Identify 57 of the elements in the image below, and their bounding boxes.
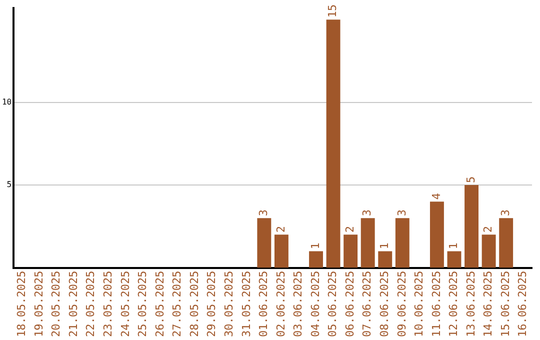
x-tick-label: 14.06.2025 (482, 270, 495, 338)
data-label: 2 (274, 226, 288, 233)
bar (430, 202, 444, 268)
x-tick-label: 21.05.2025 (66, 270, 80, 338)
x-tick-label: 02.06.2025 (274, 270, 288, 338)
x-tick-label: 22.05.2025 (84, 270, 98, 338)
x-tick-label: 05.06.2025 (326, 270, 340, 338)
data-label: 2 (343, 226, 356, 233)
x-tick-label: 09.06.2025 (395, 270, 408, 338)
x-tick-label: 04.06.2025 (308, 270, 322, 338)
bar (482, 234, 496, 268)
bar (499, 218, 514, 268)
x-tick-label: 08.06.2025 (378, 270, 391, 338)
bar (344, 234, 358, 268)
bar (395, 218, 410, 268)
x-tick-label: 03.06.2025 (292, 270, 305, 338)
x-tick-label: 27.05.2025 (170, 270, 184, 338)
data-label: 3 (395, 210, 408, 216)
x-tick-label: 20.05.2025 (50, 270, 63, 338)
data-label: 2 (482, 226, 495, 233)
x-tick-label: 18.05.2025 (15, 270, 28, 338)
data-label: 1 (308, 242, 322, 250)
data-label: 3 (257, 210, 270, 216)
x-tick-label: 07.06.2025 (360, 270, 374, 338)
x-tick-label: 15.06.2025 (498, 270, 512, 338)
x-tick-label: 25.05.2025 (136, 270, 150, 338)
x-tick-label: 06.06.2025 (343, 270, 356, 338)
data-label: 1 (378, 242, 391, 250)
x-tick-label: 26.05.2025 (153, 270, 166, 338)
bar (378, 251, 392, 268)
bar (464, 185, 478, 268)
data-label: 15 (326, 4, 340, 18)
data-label: 1 (447, 242, 460, 250)
y-tick-label: 10 (2, 97, 12, 106)
x-tick-label: 23.05.2025 (102, 270, 115, 338)
bar (360, 218, 375, 268)
data-label: 5 (464, 176, 478, 184)
bar (326, 20, 340, 268)
x-tick-label: 13.06.2025 (464, 270, 478, 338)
bar (309, 251, 323, 268)
x-tick-label: 31.05.2025 (240, 270, 253, 338)
data-label: 3 (498, 210, 512, 216)
bar (257, 218, 272, 268)
x-tick-label: 01.06.2025 (257, 270, 270, 338)
x-tick-label: 10.06.2025 (412, 270, 426, 338)
data-label: 3 (360, 210, 374, 216)
x-tick-label: 28.05.2025 (188, 270, 201, 338)
bar (274, 234, 288, 268)
x-tick-label: 19.05.2025 (32, 270, 46, 338)
x-tick-label: 16.06.2025 (516, 270, 530, 338)
data-label: 4 (430, 192, 443, 200)
x-tick-label: 12.06.2025 (447, 270, 460, 338)
x-tick-label: 24.05.2025 (118, 270, 132, 338)
x-tick-label: 11.06.2025 (430, 270, 443, 338)
bar (447, 251, 462, 268)
x-tick-label: 29.05.2025 (205, 270, 218, 338)
x-tick-label: 30.05.2025 (222, 270, 236, 338)
